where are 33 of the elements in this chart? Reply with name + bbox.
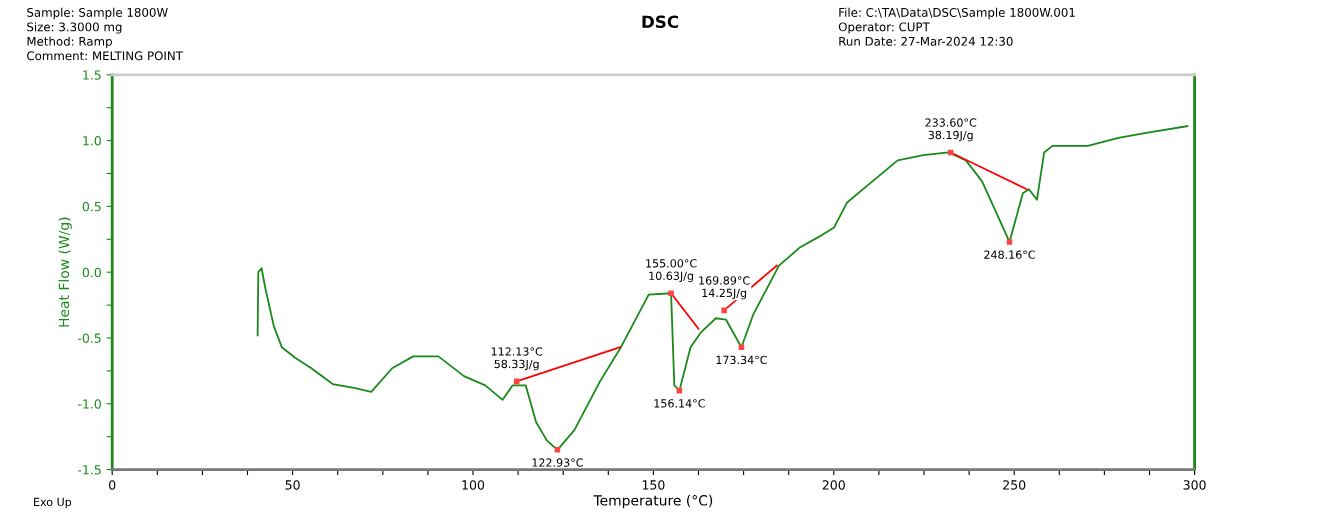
x-tick-label: 250 [1003,480,1026,490]
annotation: 233.60°C 38.19J/g [925,118,977,142]
text: Sample: Sample 1800W [27,7,168,20]
y-axis-title: Heat Flow (W/g) [58,217,72,327]
text: Comment: MELTING POINT [27,51,183,61]
y-tick-label: 1.0 [83,136,101,146]
y-tick-label: 0.0 [82,267,101,278]
text: Exo Up [34,497,72,509]
y-tick-label: -1.0 [78,399,101,409]
y-tick-label: 1.5 [83,70,101,80]
text: Run Date: 27-Mar-2024 12:30 [839,36,1013,46]
annotation: 169.89°C 14.25J/g [699,276,750,300]
annotation: 122.93°C [532,458,583,467]
text: Method: Ramp [27,36,112,49]
x-tick-label: 0 [109,480,116,490]
x-axis-title: Temperature (°C) [593,494,713,509]
y-tick-label: 0.5 [82,201,101,212]
x-tick-label: 100 [462,480,485,490]
x-tick-label: 200 [822,480,845,490]
annotation: 155.00°C 10.63J/g [646,259,697,283]
y-tick-label: -0.5 [78,333,101,343]
text: Operator: CUPT [838,22,930,34]
x-tick-label: 150 [642,480,665,490]
x-tick-label: 50 [285,480,300,490]
text: File: C:\TA\Data\DSC\Sample 1800W.001 [839,7,1075,20]
annotation: 173.34°C [716,355,767,365]
annotation: 248.16°C [984,250,1035,259]
annotation: 112.13°C 58.33J/g [491,347,543,371]
chart-title: DSC [642,15,678,29]
annotation: 156.14°C [654,399,705,408]
text: Size: 3.3000 mg [27,22,122,34]
x-tick-label: 300 [1183,480,1206,490]
y-tick-label: -1.5 [78,465,101,475]
